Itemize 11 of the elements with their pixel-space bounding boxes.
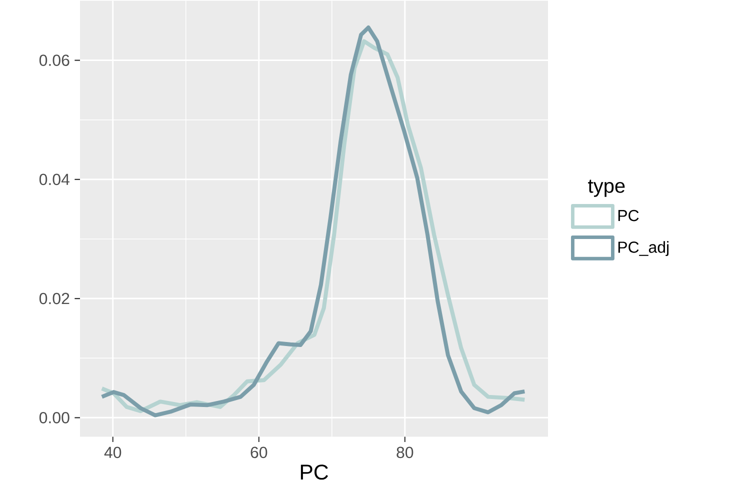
y-tick-label: 0.00 — [39, 412, 70, 424]
x-tick-label: 80 — [396, 446, 414, 458]
y-tick-label: 0.02 — [39, 293, 70, 304]
legend-label: PC — [618, 210, 639, 222]
legend-label: PC_adj — [618, 241, 668, 256]
x-axis-title: PC — [300, 464, 328, 480]
y-tick-label: 0.04 — [39, 174, 70, 186]
x-tick-label: 60 — [250, 446, 268, 458]
x-tick-label: 40 — [104, 446, 122, 458]
legend-title: type — [588, 180, 625, 198]
y-tick-label: 0.06 — [39, 54, 70, 66]
